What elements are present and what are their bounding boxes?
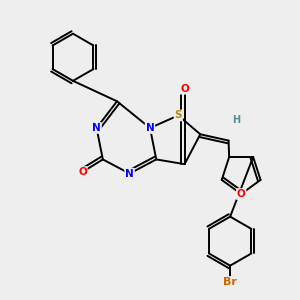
Text: O: O — [78, 167, 87, 177]
Text: N: N — [92, 123, 101, 133]
Text: O: O — [180, 84, 189, 94]
Text: Br: Br — [223, 277, 237, 287]
Text: S: S — [175, 110, 182, 120]
Text: N: N — [125, 169, 134, 178]
Text: O: O — [237, 189, 245, 199]
Text: H: H — [232, 115, 241, 125]
Text: N: N — [146, 123, 154, 133]
